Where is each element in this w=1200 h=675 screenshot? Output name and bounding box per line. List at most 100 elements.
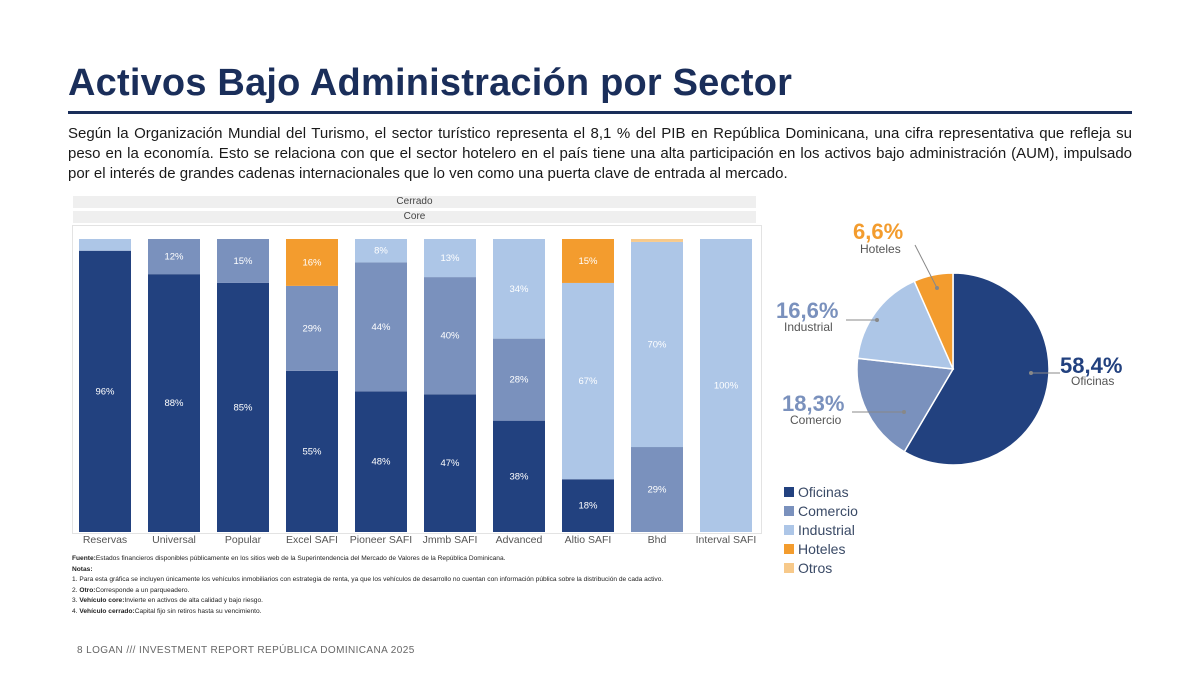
- bar-segment-pioneer-safi-oficinas: [355, 391, 407, 532]
- note-2: 2. Otro:Corresponde a un parqueadero.: [72, 586, 190, 594]
- pie-slice-hoteles: [913, 272, 954, 370]
- pie-slice-oficinas: [903, 272, 1050, 466]
- x-tick-label-reservas: Reservas: [83, 534, 127, 546]
- pie-leader-dot-industrial: [875, 318, 879, 322]
- legend-label-industrial: Industrial: [798, 521, 855, 538]
- pie-label-comercio: Comercio: [790, 413, 842, 427]
- legend-item-oficinas: Oficinas: [784, 482, 858, 501]
- pie-value-hoteles: 6,6%: [853, 219, 903, 244]
- core-header: Core: [73, 211, 756, 223]
- notes-heading: Notas:: [72, 565, 93, 573]
- legend-label-comercio: Comercio: [798, 502, 858, 519]
- legend-swatch-otros: [784, 562, 794, 573]
- pie-leader-dot-hoteles: [935, 286, 939, 290]
- source-line: Fuente:Estados financieros disponibles p…: [72, 554, 663, 565]
- bar-segment-altio-safi-oficinas: [562, 479, 614, 532]
- legend-item-otros: Otros: [784, 558, 858, 577]
- bar-segment-bhd-otros: [631, 239, 683, 242]
- legend-label-hoteles: Hoteles: [798, 540, 846, 557]
- legend-label-otros: Otros: [798, 559, 833, 576]
- x-tick-label-excel-safi: Excel SAFI: [286, 534, 338, 546]
- pie-label-industrial: Industrial: [784, 320, 833, 334]
- bar-segment-reservas-oficinas: [79, 250, 131, 532]
- data-label-popular-comercio: 15%: [233, 256, 253, 267]
- page-footer: 8 LOGAN /// INVESTMENT REPORT REPÚBLICA …: [77, 645, 415, 656]
- data-label-pioneer-safi-comercio: 44%: [371, 322, 391, 333]
- bar-segment-bhd-comercio: [631, 447, 683, 532]
- pie-slice-industrial: [856, 280, 955, 370]
- intro-paragraph: Según la Organización Mundial del Turism…: [68, 125, 1132, 182]
- bar-segment-excel-safi-oficinas: [286, 370, 338, 532]
- data-label-advanced-oficinas: 38%: [509, 471, 529, 482]
- data-label-universal-oficinas: 88%: [164, 398, 184, 409]
- data-label-altio-safi-oficinas: 18%: [578, 501, 598, 512]
- note-4: 4. Vehículo cerrado:Capital fijo sin ret…: [72, 607, 262, 615]
- data-label-altio-safi-hoteles: 15%: [578, 256, 598, 267]
- bar-segment-excel-safi-hoteles: [286, 239, 338, 286]
- bar-segment-bhd-industrial: [631, 241, 683, 448]
- bar-segment-jmmb-safi-industrial: [424, 239, 476, 278]
- data-label-advanced-industrial: 34%: [509, 284, 529, 295]
- pie-legend: Oficinas Comercio Industrial Hoteles Otr…: [784, 482, 858, 577]
- bar-segment-popular-comercio: [217, 239, 269, 283]
- data-label-reservas-oficinas: 96%: [95, 386, 115, 397]
- bar-segment-interval-safi-industrial: [700, 239, 752, 532]
- bar-segment-advanced-oficinas: [493, 420, 545, 532]
- x-tick-label-bhd: Bhd: [648, 534, 667, 546]
- data-label-bhd-comercio: 29%: [647, 485, 667, 496]
- note-1: 1. Para esta gráfica se incluyen únicame…: [72, 576, 664, 584]
- bar-segment-advanced-comercio: [493, 338, 545, 421]
- source-label: Fuente:: [72, 555, 96, 562]
- data-label-universal-comercio: 12%: [164, 252, 184, 263]
- legend-swatch-oficinas: [784, 486, 794, 497]
- bar-chart-frame: [72, 225, 762, 534]
- legend-label-oficinas: Oficinas: [798, 483, 849, 500]
- x-tick-label-advanced: Advanced: [496, 534, 543, 546]
- bar-segment-pioneer-safi-comercio: [355, 262, 407, 392]
- data-label-excel-safi-comercio: 29%: [302, 323, 322, 334]
- data-label-pioneer-safi-oficinas: 48%: [371, 457, 391, 468]
- x-tick-label-pioneer-safi: Pioneer SAFI: [350, 534, 412, 546]
- x-tick-label-interval-safi: Interval SAFI: [696, 534, 757, 546]
- pie-label-hoteles: Hoteles: [860, 242, 901, 256]
- note-3: 3. Vehículo core:Invierte en activos de …: [72, 597, 263, 605]
- bar-segment-altio-safi-industrial: [562, 282, 614, 480]
- pie-value-industrial: 16,6%: [776, 298, 838, 323]
- page-title: Activos Bajo Administración por Sector: [68, 62, 793, 104]
- legend-swatch-comercio: [784, 505, 794, 516]
- data-label-altio-safi-industrial: 67%: [578, 376, 598, 387]
- bar-segment-pioneer-safi-industrial: [355, 239, 407, 263]
- bar-segment-advanced-industrial: [493, 239, 545, 339]
- pie-leader-dot-comercio: [902, 410, 906, 414]
- source-text: Estados financieros disponibles públicam…: [95, 555, 506, 562]
- x-tick-label-popular: Popular: [225, 534, 262, 546]
- bar-segment-jmmb-safi-oficinas: [424, 394, 476, 532]
- data-label-jmmb-safi-industrial: 13%: [440, 253, 460, 264]
- x-tick-label-altio-safi: Altio SAFI: [565, 534, 612, 546]
- pie-leader-dot-oficinas: [1029, 371, 1033, 375]
- pie-value-comercio: 18,3%: [782, 391, 844, 416]
- x-tick-label-jmmb-safi: Jmmb SAFI: [423, 534, 478, 546]
- data-label-excel-safi-oficinas: 55%: [302, 446, 322, 457]
- data-label-interval-safi-industrial: 100%: [714, 381, 739, 392]
- data-label-popular-oficinas: 85%: [233, 402, 253, 413]
- legend-item-industrial: Industrial: [784, 520, 858, 539]
- bar-segment-universal-comercio: [148, 239, 200, 275]
- bar-segment-popular-oficinas: [217, 282, 269, 532]
- bar-segment-reservas-industrial: [79, 239, 131, 251]
- pie-label-oficinas: Oficinas: [1071, 374, 1114, 388]
- data-label-pioneer-safi-industrial: 8%: [374, 246, 388, 257]
- bar-segment-jmmb-safi-comercio: [424, 277, 476, 395]
- cerrado-header: Cerrado: [73, 196, 756, 208]
- data-label-jmmb-safi-comercio: 40%: [440, 331, 460, 342]
- bar-segment-universal-oficinas: [148, 274, 200, 532]
- data-label-advanced-comercio: 28%: [509, 375, 529, 386]
- x-tick-label-universal: Universal: [152, 534, 196, 546]
- source-notes: Fuente:Estados financieros disponibles p…: [72, 554, 663, 618]
- pie-leader-hoteles: [914, 244, 938, 289]
- legend-swatch-industrial: [784, 524, 794, 535]
- data-label-jmmb-safi-oficinas: 47%: [440, 458, 460, 469]
- title-divider: [68, 111, 1132, 114]
- data-label-bhd-industrial: 70%: [647, 339, 667, 350]
